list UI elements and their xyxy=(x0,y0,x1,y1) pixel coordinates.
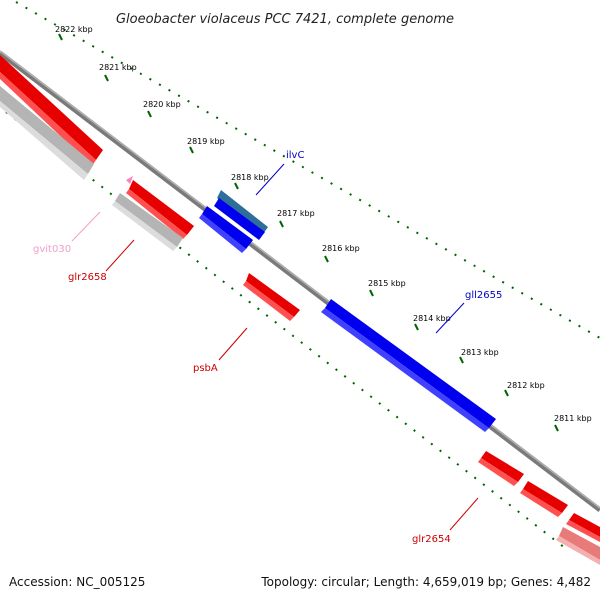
tick-track-outer xyxy=(15,1,600,339)
tick-label: 2815 kbp xyxy=(368,279,406,288)
feature-psbA-gene[interactable] xyxy=(243,273,300,321)
genome-summary-text: Topology: circular; Length: 4,659,019 bp… xyxy=(260,575,591,589)
feature-ilvC-gene[interactable] xyxy=(199,190,268,253)
tick-label: 2822 kbp xyxy=(55,25,93,34)
tick-labels: 2822 kbp 2821 kbp 2820 kbp 2819 kbp 2818… xyxy=(55,25,592,423)
tick-label: 2814 kbp xyxy=(413,314,451,323)
feature-grey-block-upper[interactable] xyxy=(0,86,94,180)
gene-label-psbA: psbA xyxy=(193,363,218,374)
leader-line-ilvC xyxy=(255,163,285,196)
feature-red-gene-right-1[interactable] xyxy=(520,481,568,517)
tick-label: 2817 kbp xyxy=(277,209,315,218)
tick-label: 2820 kbp xyxy=(143,100,181,109)
tick-track-inner xyxy=(5,111,566,549)
feature-grey-block-lower[interactable] xyxy=(112,193,183,251)
gene-label-glr2654: glr2654 xyxy=(412,534,451,545)
feature-pink-gene-right[interactable] xyxy=(556,527,600,565)
tick-marks xyxy=(58,33,559,432)
leader-line-glr2658 xyxy=(105,239,135,272)
feature-glr2658-gene[interactable] xyxy=(126,180,194,239)
leader-line-glr2654 xyxy=(449,497,479,531)
accession-text: Accession: NC_005125 xyxy=(9,575,145,589)
leader-line-gll2655 xyxy=(435,302,465,334)
tick-label: 2811 kbp xyxy=(554,414,592,423)
gene-label-glr2658: glr2658 xyxy=(68,272,107,283)
feature-glr2658-region-forward[interactable] xyxy=(0,55,103,166)
leader-line-gvit030 xyxy=(71,211,101,242)
feature-glr2654-gene[interactable] xyxy=(478,451,524,486)
leader-line-psbA xyxy=(218,327,248,361)
tick-label: 2812 kbp xyxy=(507,381,545,390)
gene-label-ilvC: ilvC xyxy=(286,150,304,161)
genome-backbone-highlight xyxy=(0,50,600,509)
gene-label-gll2655: gll2655 xyxy=(465,290,502,301)
tick-label: 2816 kbp xyxy=(322,244,360,253)
feature-red-gene-right-2[interactable] xyxy=(566,513,600,542)
tick-label: 2813 kbp xyxy=(461,348,499,357)
map-title: Gloeobacter violaceus PCC 7421, complete… xyxy=(116,12,454,27)
tick-label: 2818 kbp xyxy=(231,173,269,182)
feature-gvit030-rna[interactable] xyxy=(126,176,133,184)
genome-backbone xyxy=(0,51,600,512)
feature-gll2655-gene[interactable] xyxy=(321,299,496,432)
tick-label: 2821 kbp xyxy=(99,63,137,72)
gene-label-gvit030: gvit030 xyxy=(33,244,71,255)
tick-label: 2819 kbp xyxy=(187,137,225,146)
